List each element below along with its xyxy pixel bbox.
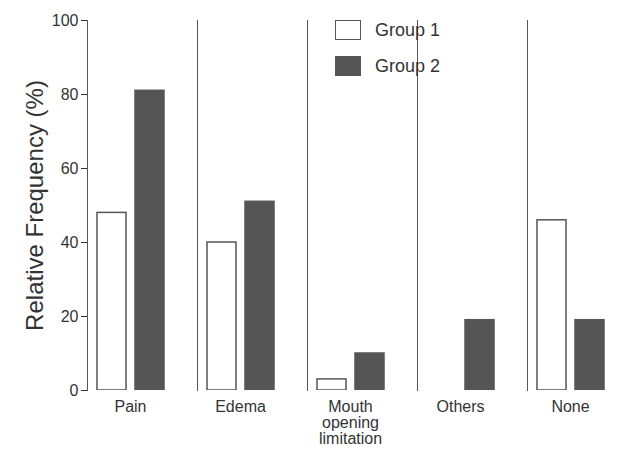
svg-text:100: 100 xyxy=(52,12,79,29)
svg-text:Edema: Edema xyxy=(215,398,266,415)
svg-text:None: None xyxy=(551,398,589,415)
svg-text:Others: Others xyxy=(436,398,484,415)
svg-text:Relative Frequency (%): Relative Frequency (%) xyxy=(21,80,48,331)
svg-text:0: 0 xyxy=(70,382,79,399)
svg-text:40: 40 xyxy=(61,234,79,251)
svg-text:60: 60 xyxy=(61,160,79,177)
svg-text:Mouthopeninglimitation: Mouthopeninglimitation xyxy=(319,398,382,447)
svg-text:20: 20 xyxy=(61,308,79,325)
html-text:Group 1: Group 1 xyxy=(375,19,440,40)
svg-text:Pain: Pain xyxy=(114,398,146,415)
html-text:Group 2: Group 2 xyxy=(375,55,440,76)
svg-text:80: 80 xyxy=(61,86,79,103)
